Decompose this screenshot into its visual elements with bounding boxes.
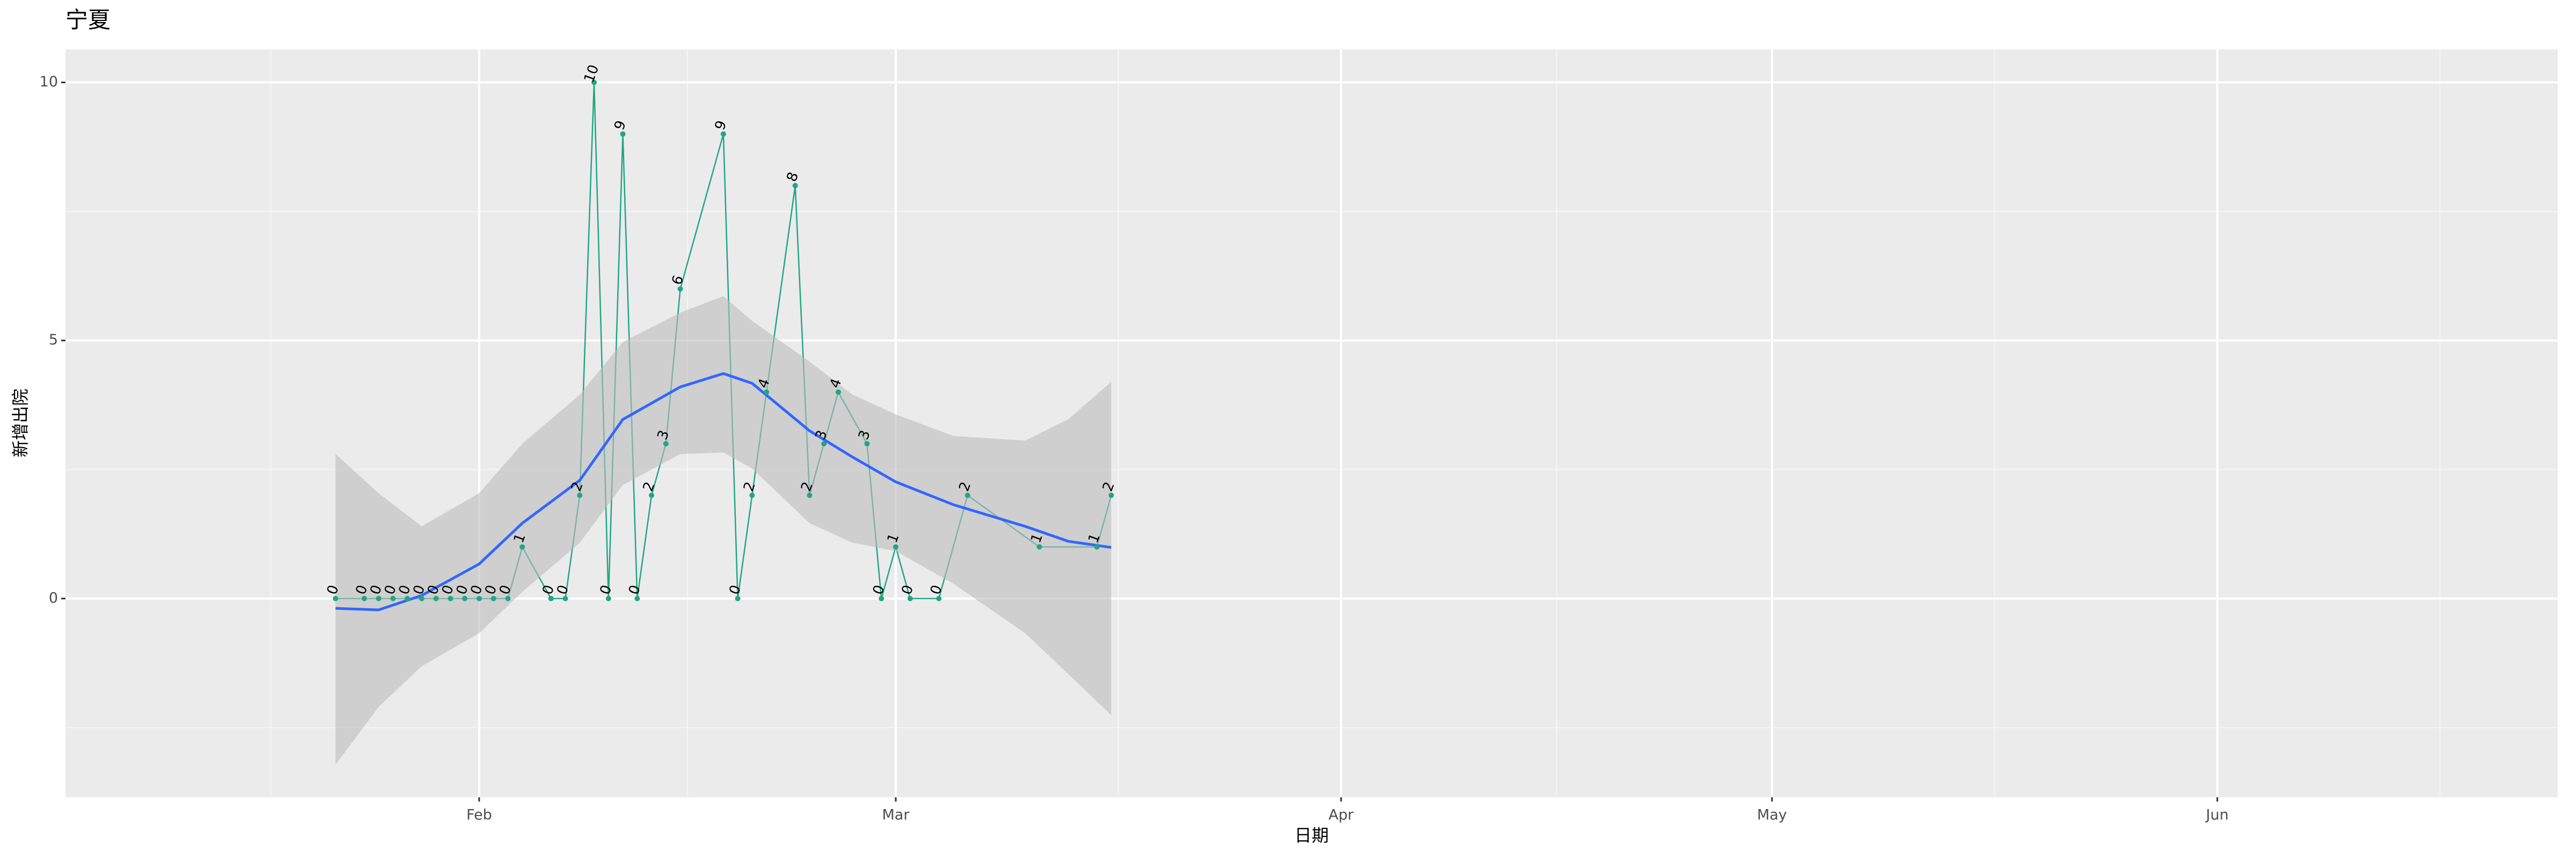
data-point	[462, 595, 468, 601]
data-point	[634, 595, 640, 601]
x-tick-label: Mar	[882, 807, 910, 824]
data-point	[491, 595, 496, 601]
data-point	[448, 595, 453, 601]
data-point	[333, 595, 339, 601]
data-point	[649, 492, 655, 498]
x-tick-label: Feb	[466, 807, 492, 824]
data-point	[1108, 492, 1114, 498]
data-point	[505, 595, 511, 601]
x-tick-label: Apr	[1329, 807, 1355, 824]
data-point	[376, 595, 382, 601]
data-point	[433, 595, 439, 601]
data-point	[821, 441, 827, 447]
data-point	[405, 595, 411, 601]
x-tick-label: Jun	[2205, 807, 2229, 824]
data-point	[519, 544, 525, 550]
data-point	[936, 595, 942, 601]
data-point	[836, 389, 841, 395]
y-tick-label: 5	[49, 332, 58, 348]
smooth-line	[335, 372, 1111, 612]
data-point	[964, 492, 970, 498]
data-point	[749, 492, 755, 498]
chart-title: 宁夏	[65, 7, 111, 33]
data-point	[879, 595, 884, 601]
data-point	[735, 595, 741, 601]
confidence-band	[335, 296, 1111, 765]
y-tick-label: 10	[40, 74, 58, 90]
data-point	[476, 595, 482, 601]
data-point	[591, 79, 597, 85]
data-point	[548, 595, 554, 601]
data-point	[720, 131, 726, 137]
data-point	[577, 492, 583, 498]
data-point	[605, 595, 611, 601]
y-tick-label: 0	[49, 589, 58, 606]
data-point	[361, 595, 367, 601]
panel	[65, 49, 2558, 797]
data-point	[419, 595, 425, 601]
data-point	[864, 441, 870, 447]
x-axis-label: 日期	[1294, 825, 1329, 846]
data-point	[807, 492, 813, 498]
data-point	[663, 441, 669, 447]
data-point	[792, 183, 798, 188]
data-point	[764, 389, 770, 395]
data-point	[677, 286, 683, 292]
y-axis-label: 新增出院	[10, 389, 31, 457]
data-point	[390, 595, 396, 601]
data-point	[1036, 544, 1042, 550]
data-point	[562, 595, 568, 601]
data-point	[620, 131, 626, 137]
x-tick-label: May	[1757, 807, 1787, 824]
data-point	[893, 544, 899, 550]
data-point	[907, 595, 913, 601]
data-point	[1094, 544, 1100, 550]
